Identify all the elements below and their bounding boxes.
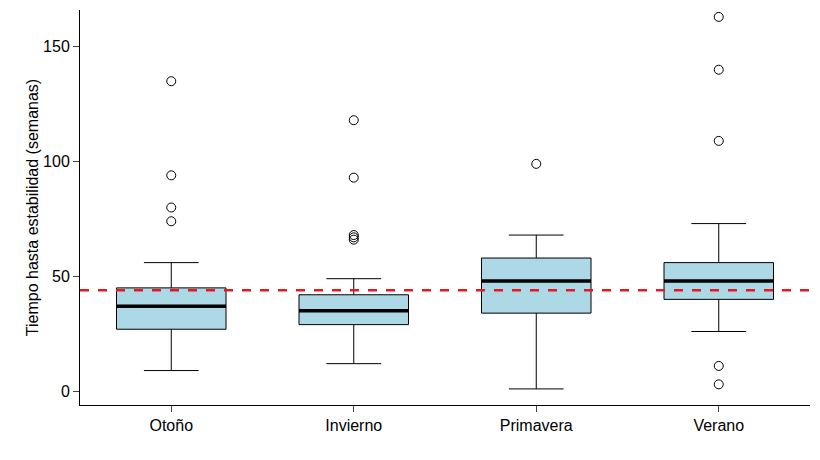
svg-text:Invierno: Invierno — [325, 417, 382, 434]
svg-text:0: 0 — [61, 383, 70, 400]
svg-text:100: 100 — [43, 153, 70, 170]
svg-text:Primavera: Primavera — [500, 417, 573, 434]
svg-text:50: 50 — [52, 268, 70, 285]
svg-text:Otoño: Otoño — [149, 417, 193, 434]
svg-text:Verano: Verano — [693, 417, 744, 434]
svg-text:Tiempo hasta estabilidad (sema: Tiempo hasta estabilidad (semanas) — [24, 79, 41, 336]
svg-text:150: 150 — [43, 38, 70, 55]
